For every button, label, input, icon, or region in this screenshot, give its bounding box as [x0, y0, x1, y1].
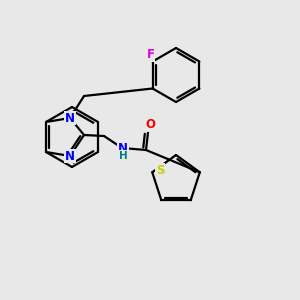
Text: O: O [145, 118, 155, 131]
Text: S: S [156, 164, 164, 177]
Text: N: N [65, 149, 75, 163]
Text: F: F [147, 48, 154, 61]
Text: N: N [65, 112, 75, 124]
Text: N: N [118, 142, 128, 154]
Text: H: H [118, 151, 127, 161]
